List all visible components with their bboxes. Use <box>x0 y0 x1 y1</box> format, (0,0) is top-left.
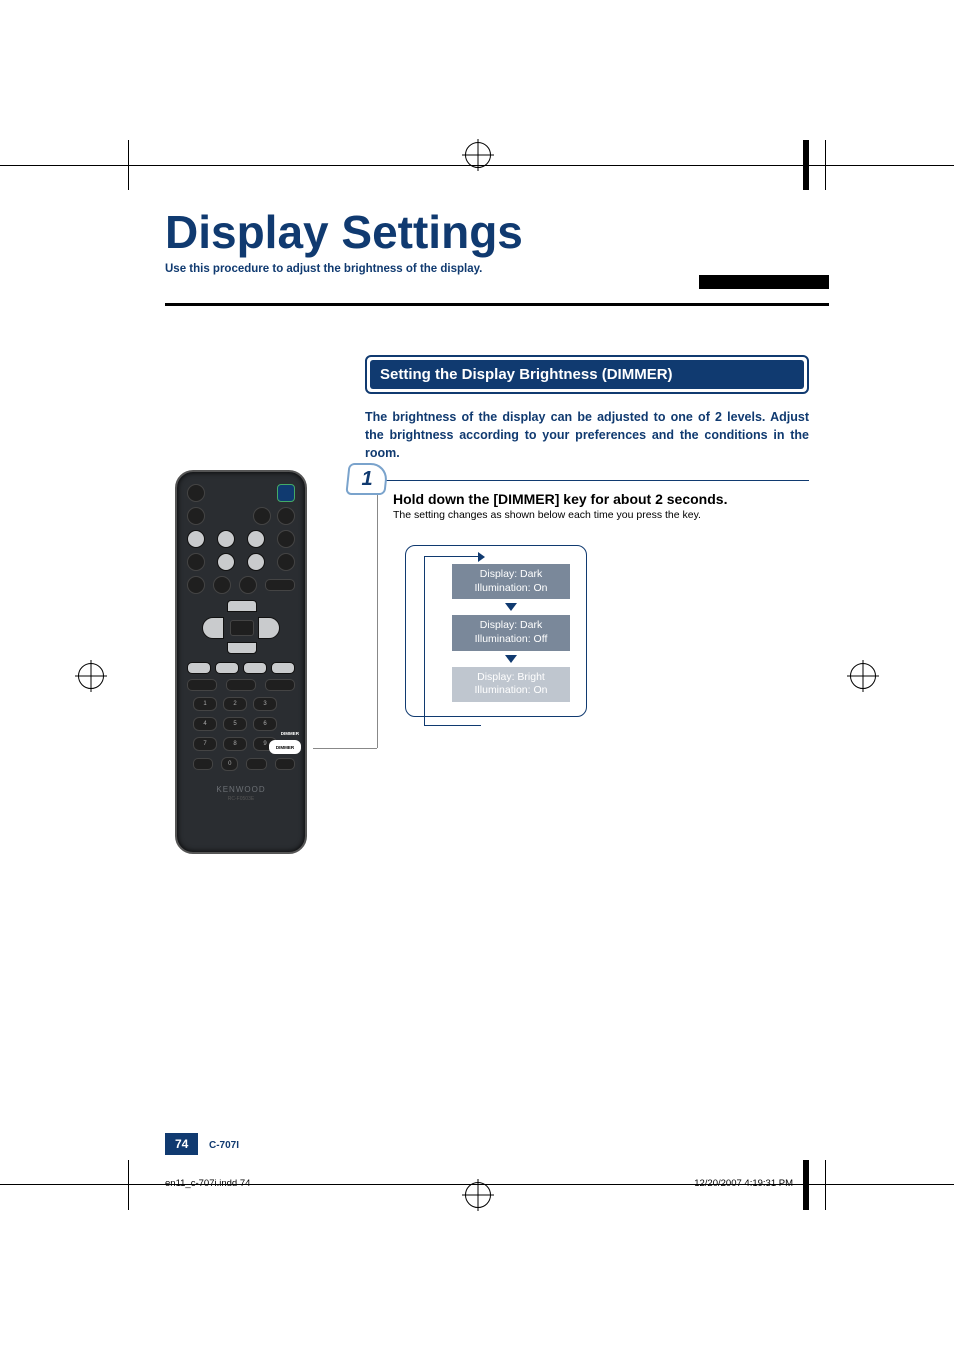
remote-button <box>243 662 267 674</box>
remote-dpad <box>196 600 286 654</box>
cycle-return-line <box>424 556 481 726</box>
numpad-1: 1 <box>193 697 217 711</box>
indd-filename: en11_c-707i.indd 74 <box>165 1178 250 1189</box>
remote-illustration: 1 2 3 4 5 6 7 8 9 0 DIMMER DIMMER KEN <box>175 470 325 854</box>
remote-button <box>277 553 295 571</box>
crop-tick-thick <box>803 140 809 190</box>
step-title: Hold down the [DIMMER] key for about 2 s… <box>393 491 809 507</box>
remote-model-label: RC-F0503E <box>187 796 295 802</box>
section-heading-frame: Setting the Display Brightness (DIMMER) <box>365 355 809 394</box>
remote-button <box>215 662 239 674</box>
dpad-down <box>227 642 257 654</box>
section-block: Setting the Display Brightness (DIMMER) … <box>365 355 809 462</box>
remote-button <box>187 662 211 674</box>
crop-tick-thick <box>803 1160 809 1210</box>
title-underline <box>165 303 829 306</box>
registration-mark-icon <box>465 1182 491 1208</box>
cycle-state-line: Display: Dark <box>480 568 542 580</box>
remote-button <box>253 507 271 525</box>
arrow-down-icon <box>505 603 517 611</box>
title-accent-bar <box>699 275 829 289</box>
cycle-state-line: Illumination: On <box>475 582 548 594</box>
section-heading: Setting the Display Brightness (DIMMER) <box>370 360 804 389</box>
remote-button <box>187 507 205 525</box>
remote-button <box>265 679 295 691</box>
remote-button <box>193 758 213 770</box>
cycle-state-line: Display: Bright <box>477 671 545 683</box>
step-number: 1 <box>349 465 385 493</box>
remote-button <box>247 553 265 571</box>
crop-tick <box>825 1160 826 1210</box>
dpad-up <box>227 600 257 612</box>
power-button-icon <box>277 484 295 502</box>
dpad-right <box>258 617 280 639</box>
page-number: 74 <box>165 1133 198 1155</box>
remote-button <box>265 579 295 591</box>
remote-brand-label: KENWOOD <box>187 785 295 794</box>
dpad-left <box>202 617 224 639</box>
remote-button <box>213 576 231 594</box>
section-intro: The brightness of the display can be adj… <box>365 408 809 462</box>
remote-button <box>277 530 295 548</box>
arrow-down-icon <box>505 655 517 663</box>
numpad-4: 4 <box>193 717 217 731</box>
cycle-state-line: Illumination: Off <box>475 633 548 645</box>
numpad-8: 8 <box>223 737 247 751</box>
crop-tick <box>825 140 826 190</box>
step-subtext: The setting changes as shown below each … <box>393 509 809 521</box>
manual-page: Display Settings Use this procedure to a… <box>165 195 809 1155</box>
remote-button <box>187 484 205 502</box>
remote-button <box>217 530 235 548</box>
remote-button <box>226 679 256 691</box>
dpad-enter <box>230 620 254 636</box>
remote-body: 1 2 3 4 5 6 7 8 9 0 DIMMER DIMMER KEN <box>175 470 307 854</box>
crop-tick <box>128 1160 129 1210</box>
numpad-3: 3 <box>253 697 277 711</box>
remote-button <box>275 758 295 770</box>
page-subtitle: Use this procedure to adjust the brightn… <box>165 263 809 275</box>
cycle-diagram: Display: Dark Illumination: On Display: … <box>405 545 587 717</box>
remote-button <box>187 576 205 594</box>
cycle-state-line: Illumination: On <box>475 684 548 696</box>
remote-button <box>187 553 205 571</box>
step-block: 1 Hold down the [DIMMER] key for about 2… <box>365 480 809 521</box>
dimmer-button-highlight: DIMMER <box>269 740 301 754</box>
remote-button <box>277 507 295 525</box>
remote-button <box>187 530 205 548</box>
dimmer-key-label: DIMMER <box>281 731 299 736</box>
crop-tick <box>128 140 129 190</box>
page-title: Display Settings <box>165 205 809 259</box>
registration-mark-icon <box>78 663 104 689</box>
step-number-badge: 1 <box>345 463 388 495</box>
numpad-7: 7 <box>193 737 217 751</box>
remote-button <box>247 530 265 548</box>
numpad-6: 6 <box>253 717 277 731</box>
remote-button <box>217 553 235 571</box>
callout-line <box>377 482 378 748</box>
remote-button <box>246 758 266 770</box>
indd-timestamp: 12/20/2007 4:19:31 PM <box>694 1178 793 1189</box>
remote-button <box>239 576 257 594</box>
registration-mark-icon <box>850 663 876 689</box>
callout-line <box>313 748 377 749</box>
remote-button <box>187 679 217 691</box>
footer-model: C-707I <box>209 1140 239 1151</box>
numpad-5: 5 <box>223 717 247 731</box>
numpad-2: 2 <box>223 697 247 711</box>
numpad-0: 0 <box>221 757 238 771</box>
remote-button <box>271 662 295 674</box>
cycle-state-line: Display: Dark <box>480 619 542 631</box>
registration-mark-icon <box>465 142 491 168</box>
arrow-right-icon <box>478 552 485 562</box>
